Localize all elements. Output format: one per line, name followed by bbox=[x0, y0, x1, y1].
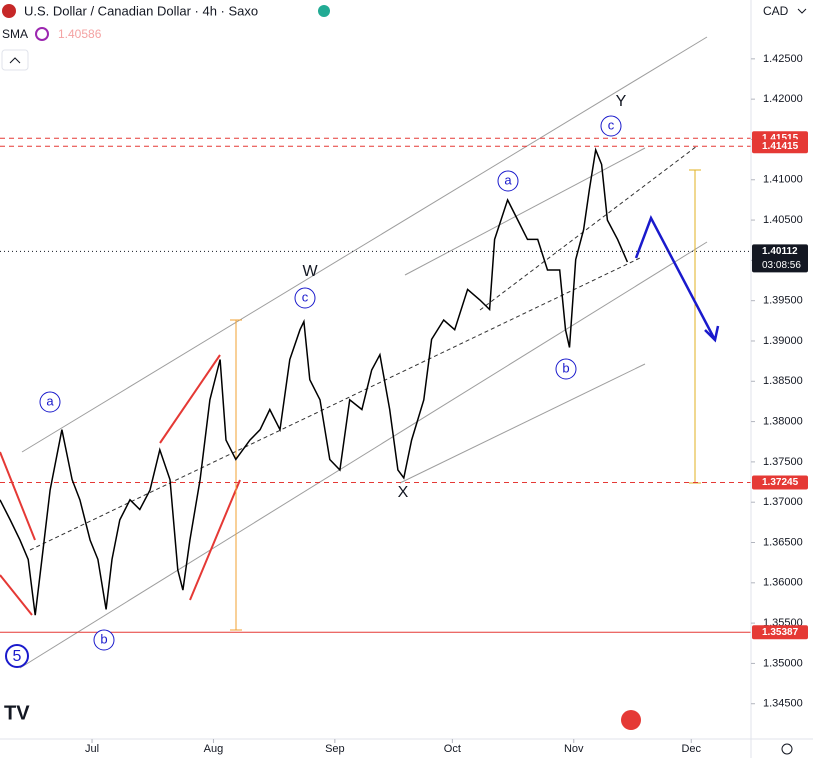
channel-line bbox=[399, 363, 646, 484]
flag-icon bbox=[2, 4, 16, 18]
wave-label: b bbox=[562, 360, 569, 375]
y-tick-label: 1.36000 bbox=[763, 577, 803, 589]
dashed-line bbox=[479, 145, 698, 311]
y-tick-label: 1.37000 bbox=[763, 496, 803, 508]
channel-line bbox=[404, 147, 646, 276]
wave-circle bbox=[555, 358, 577, 380]
y-tick-label: 1.36500 bbox=[763, 536, 803, 548]
y-tick-label: 1.38000 bbox=[763, 415, 803, 427]
settings-icon[interactable] bbox=[781, 743, 793, 755]
price-line bbox=[0, 147, 629, 616]
measure bbox=[230, 319, 242, 631]
wave-label: Y bbox=[616, 93, 627, 110]
y-tick-label: 1.38500 bbox=[763, 375, 803, 387]
x-tick-label: Aug bbox=[204, 743, 224, 755]
indicator-value: 1.40586 bbox=[58, 27, 102, 41]
y-tick-label: 1.39500 bbox=[763, 295, 803, 307]
y-tick-label: 1.35000 bbox=[763, 657, 803, 669]
wave-label: X bbox=[398, 484, 409, 501]
status-dot bbox=[318, 5, 330, 17]
x-tick-label: Jul bbox=[85, 743, 99, 755]
red-line bbox=[0, 451, 36, 541]
header: U.S. Dollar / Canadian Dollar · 4h · Sax… bbox=[1, 3, 807, 755]
wave-circle bbox=[39, 391, 61, 413]
wave-label: c bbox=[608, 117, 615, 132]
wave-circle bbox=[5, 644, 29, 668]
wave-label: a bbox=[504, 172, 512, 187]
events-icon[interactable] bbox=[621, 710, 641, 730]
projection-arrow bbox=[634, 214, 720, 343]
level-tag bbox=[752, 139, 808, 154]
wave-label: b bbox=[100, 631, 107, 646]
level-label: 1.41515 bbox=[762, 133, 799, 144]
wave-circle bbox=[497, 170, 519, 192]
channel-line bbox=[21, 36, 708, 453]
wave-label: a bbox=[46, 393, 54, 408]
level-label: 1.37245 bbox=[762, 477, 799, 488]
y-tick-label: 1.42500 bbox=[763, 53, 803, 65]
level-tag bbox=[752, 475, 808, 490]
y-tick-label: 1.39000 bbox=[763, 335, 803, 347]
x-tick-label: Sep bbox=[325, 743, 345, 755]
wave-circle bbox=[294, 287, 316, 309]
wave-label: 5 bbox=[13, 648, 22, 665]
red-line bbox=[159, 354, 221, 444]
collapse-button[interactable] bbox=[1, 49, 29, 71]
red-line bbox=[189, 479, 241, 601]
wave-label: W bbox=[302, 263, 318, 280]
drawings bbox=[0, 36, 720, 669]
x-tick-label: Oct bbox=[444, 743, 461, 755]
logo: TV bbox=[4, 702, 30, 724]
x-tick-label: Nov bbox=[564, 743, 584, 755]
level-tag bbox=[752, 244, 808, 273]
x-tick-label: Dec bbox=[681, 743, 701, 755]
level-tag bbox=[752, 625, 808, 640]
countdown: 03:08:56 bbox=[762, 260, 801, 271]
level-label: 1.40112 bbox=[762, 246, 798, 257]
wave-circle bbox=[93, 629, 115, 651]
red-line bbox=[0, 574, 33, 616]
measure bbox=[689, 169, 701, 484]
y-tick-label: 1.37500 bbox=[763, 456, 803, 468]
channel-line bbox=[19, 241, 708, 669]
dashed-line bbox=[29, 257, 641, 551]
collapse-icon bbox=[9, 57, 21, 64]
y-tick-label: 1.42000 bbox=[763, 93, 803, 105]
level-label: 1.35387 bbox=[762, 627, 799, 638]
y-tick-label: 1.41000 bbox=[763, 174, 803, 186]
level-label: 1.41415 bbox=[762, 141, 799, 152]
symbol-title: U.S. Dollar / Canadian Dollar · 4h · Sax… bbox=[24, 3, 258, 18]
dropdown-icon bbox=[797, 8, 807, 14]
y-tick-label: 1.34500 bbox=[763, 698, 803, 710]
wave-circle bbox=[600, 115, 622, 137]
indicator-icon bbox=[35, 27, 49, 41]
plot bbox=[0, 137, 751, 633]
currency[interactable]: CAD bbox=[763, 4, 789, 18]
wave-labels: a b 5 c W a c Y X b bbox=[5, 93, 627, 668]
indicator-name: SMA bbox=[2, 27, 28, 41]
y-tick-label: 1.40500 bbox=[763, 214, 803, 226]
axes: 1.345001.350001.355001.360001.365001.370… bbox=[85, 53, 808, 755]
wave-label: c bbox=[302, 289, 309, 304]
